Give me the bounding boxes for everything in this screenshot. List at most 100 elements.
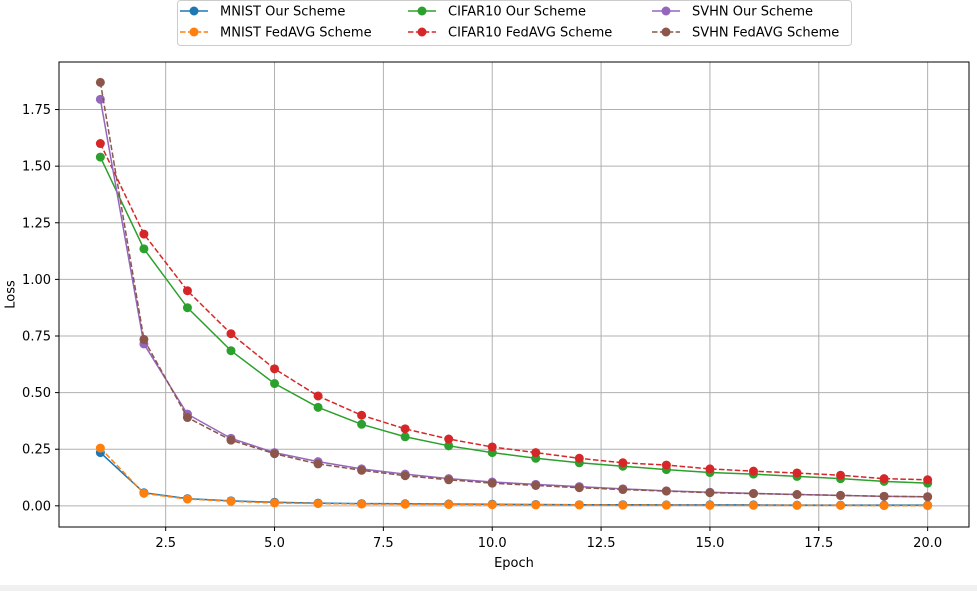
series-0 [95, 448, 933, 510]
data-point [705, 464, 715, 474]
data-point [357, 419, 367, 429]
legend-item: SVHN Our Scheme [652, 5, 813, 20]
legend-label: SVHN FedAVG Scheme [692, 26, 839, 41]
y-tick-label: 1.00 [22, 273, 51, 288]
data-point [400, 471, 410, 481]
data-point [313, 391, 323, 401]
legend-marker [189, 6, 199, 16]
legend-marker [417, 6, 427, 16]
x-axis: 2.5 5.0 7.5 10.0 12.5 15.0 17.5 20.0 [155, 527, 942, 551]
data-point [400, 424, 410, 434]
data-point [400, 499, 410, 509]
data-point [226, 329, 236, 339]
data-point [444, 441, 454, 451]
data-point [313, 402, 323, 412]
data-point [95, 443, 105, 453]
x-tick-label: 2.5 [155, 536, 176, 551]
data-point [705, 500, 715, 510]
data-point [748, 466, 758, 476]
data-point [357, 465, 367, 475]
data-point [400, 432, 410, 442]
x-tick-label: 5.0 [264, 536, 285, 551]
data-point [574, 483, 584, 493]
legend-label: MNIST Our Scheme [220, 5, 345, 20]
data-point [618, 500, 628, 510]
legend-box [177, 0, 852, 46]
data-point [139, 488, 149, 498]
data-point [313, 499, 323, 509]
y-tick-label: 1.75 [22, 103, 51, 118]
legend-marker [661, 27, 671, 37]
legend-label: MNIST FedAVG Scheme [220, 26, 372, 41]
data-point [879, 491, 889, 501]
data-point [226, 496, 236, 506]
legend-marker [189, 27, 199, 37]
data-point [836, 470, 846, 480]
data-point [923, 492, 933, 502]
x-tick-label: 7.5 [373, 536, 394, 551]
legend-item: CIFAR10 Our Scheme [408, 5, 586, 20]
data-point [661, 486, 671, 496]
data-point [661, 500, 671, 510]
data-point [531, 480, 541, 490]
y-tick-label: 1.50 [22, 160, 51, 175]
data-point [618, 485, 628, 495]
series-2 [95, 152, 933, 488]
data-point [357, 410, 367, 420]
grid [59, 62, 969, 527]
data-point [139, 334, 149, 344]
data-point [574, 453, 584, 463]
y-axis-label: Loss [4, 280, 19, 309]
data-point [531, 500, 541, 510]
series-lines [95, 77, 933, 511]
x-tick-label: 10.0 [478, 536, 507, 551]
series-line [99, 99, 928, 498]
data-point [226, 346, 236, 356]
data-point [705, 488, 715, 498]
y-tick-label: 0.75 [22, 329, 51, 344]
y-tick-label: 1.25 [22, 216, 51, 231]
series-line [99, 82, 928, 498]
data-point [748, 500, 758, 510]
data-point [270, 379, 280, 389]
data-point [270, 498, 280, 508]
legend-item: MNIST Our Scheme [180, 5, 345, 20]
data-point [182, 286, 192, 296]
legend-marker [661, 6, 671, 16]
data-point [95, 152, 105, 162]
x-tick-label: 12.5 [587, 536, 616, 551]
data-point [487, 442, 497, 452]
legend-marker [417, 27, 427, 37]
legend-label: SVHN Our Scheme [692, 5, 813, 20]
data-point [444, 475, 454, 485]
y-axis: 0.00 0.25 0.50 0.75 1.00 1.25 1.50 1.75 [22, 103, 59, 514]
data-point [618, 458, 628, 468]
x-tick-label: 17.5 [804, 536, 833, 551]
data-point [487, 478, 497, 488]
series-3 [95, 139, 933, 485]
y-tick-label: 0.50 [22, 386, 51, 401]
legend-item: MNIST FedAVG Scheme [180, 26, 372, 41]
data-point [748, 489, 758, 499]
plot-area [58, 61, 970, 528]
data-point [792, 500, 802, 510]
series-line [99, 156, 928, 484]
series-5 [95, 77, 933, 502]
series-line [99, 452, 928, 506]
data-point [270, 364, 280, 374]
data-point [923, 475, 933, 485]
data-point [879, 474, 889, 484]
data-point [879, 501, 889, 511]
y-tick-label: 0.00 [22, 499, 51, 514]
x-axis-label: Epoch [494, 556, 534, 571]
y-tick-label: 0.25 [22, 443, 51, 458]
data-point [531, 448, 541, 458]
x-tick-label: 20.0 [913, 536, 942, 551]
legend-item: CIFAR10 FedAVG Scheme [408, 26, 612, 41]
data-point [139, 244, 149, 254]
bottom-strip [0, 585, 977, 591]
data-point [139, 229, 149, 239]
data-point [270, 449, 280, 459]
series-4 [95, 94, 933, 502]
